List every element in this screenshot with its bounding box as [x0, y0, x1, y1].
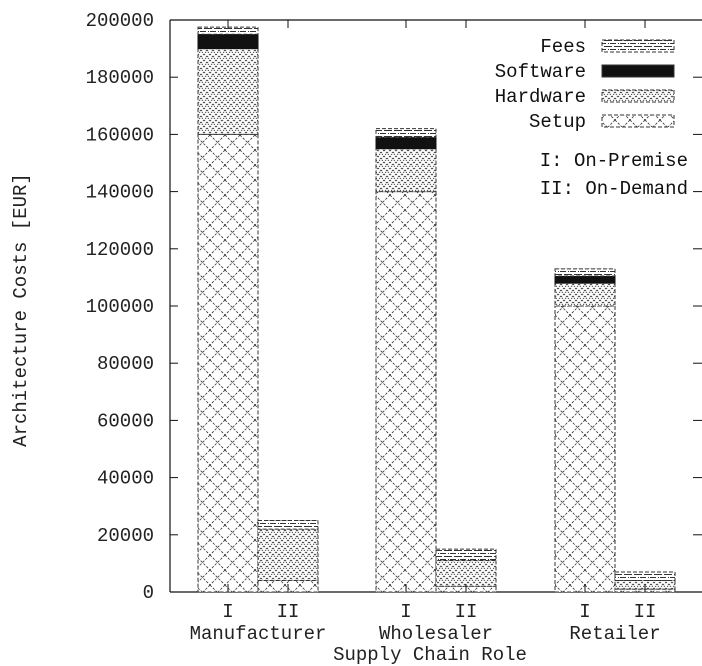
y-tick-label: 80000	[97, 353, 154, 375]
bar-segment-software	[375, 136, 437, 150]
bar-label: I	[400, 601, 411, 623]
bar-segment-setup	[554, 305, 616, 593]
bar-label: II	[277, 601, 300, 623]
bar-segment-setup	[375, 191, 437, 593]
bar-label: I	[579, 601, 590, 623]
y-tick-label: 160000	[86, 124, 154, 146]
y-tick-label: 40000	[97, 468, 154, 490]
bar-label: II	[634, 601, 657, 623]
group-label: Retailer	[569, 623, 660, 645]
legend-swatch-setup	[601, 114, 675, 128]
bar-segment-hardware	[197, 48, 259, 135]
bar-segment-fees	[614, 571, 676, 582]
bar-label: I	[222, 601, 233, 623]
legend-swatch-software	[601, 64, 675, 78]
bar-segment-fees	[197, 26, 259, 35]
legend-note: II: On-Demand	[540, 178, 688, 200]
legend-note: I: On-Premise	[540, 150, 688, 172]
bar-segment-hardware	[554, 282, 616, 307]
legend-swatch-hardware	[601, 89, 675, 103]
legend-notes: I: On-Premise II: On-Demand	[540, 150, 688, 200]
x-axis-title: Supply Chain Role	[333, 644, 527, 666]
bar-segment-fees	[375, 128, 437, 138]
y-tick-label: 180000	[86, 67, 154, 89]
bar-segment-fees	[435, 548, 497, 562]
group-label: Manufacturer	[190, 623, 327, 645]
bar-segment-hardware	[375, 148, 437, 193]
legend-label: Hardware	[495, 86, 586, 108]
bar-segment-hardware	[435, 560, 497, 587]
bar-segment-software	[197, 33, 259, 50]
y-axis-title: Architecture Costs [EUR]	[10, 173, 32, 447]
legend: Fees Software Hardware Setup	[495, 36, 675, 133]
bar-segment-setup	[197, 133, 259, 593]
y-tick-label: 200000	[86, 10, 154, 32]
y-tick-label: 20000	[97, 525, 154, 547]
y-tick-label: 60000	[97, 410, 154, 432]
legend-label: Software	[495, 61, 586, 83]
bar-segment-software	[554, 275, 616, 284]
bar-segment-hardware	[257, 528, 319, 582]
bars-layer	[197, 26, 676, 593]
y-tick-label: 0	[143, 582, 154, 604]
legend-label: Setup	[529, 111, 586, 133]
group-label: Wholesaler	[379, 623, 493, 645]
bar-label: II	[455, 601, 478, 623]
legend-label: Fees	[540, 36, 586, 58]
y-tick-label: 100000	[86, 296, 154, 318]
bar-segment-fees	[554, 268, 616, 277]
y-tick-label: 120000	[86, 239, 154, 261]
y-axis: 0 20000 40000 60000 80000 100000 120000 140000 1…	[86, 10, 702, 604]
bar-segment-fees	[257, 520, 319, 530]
y-tick-label: 140000	[86, 182, 154, 204]
legend-swatch-fees	[601, 39, 675, 53]
